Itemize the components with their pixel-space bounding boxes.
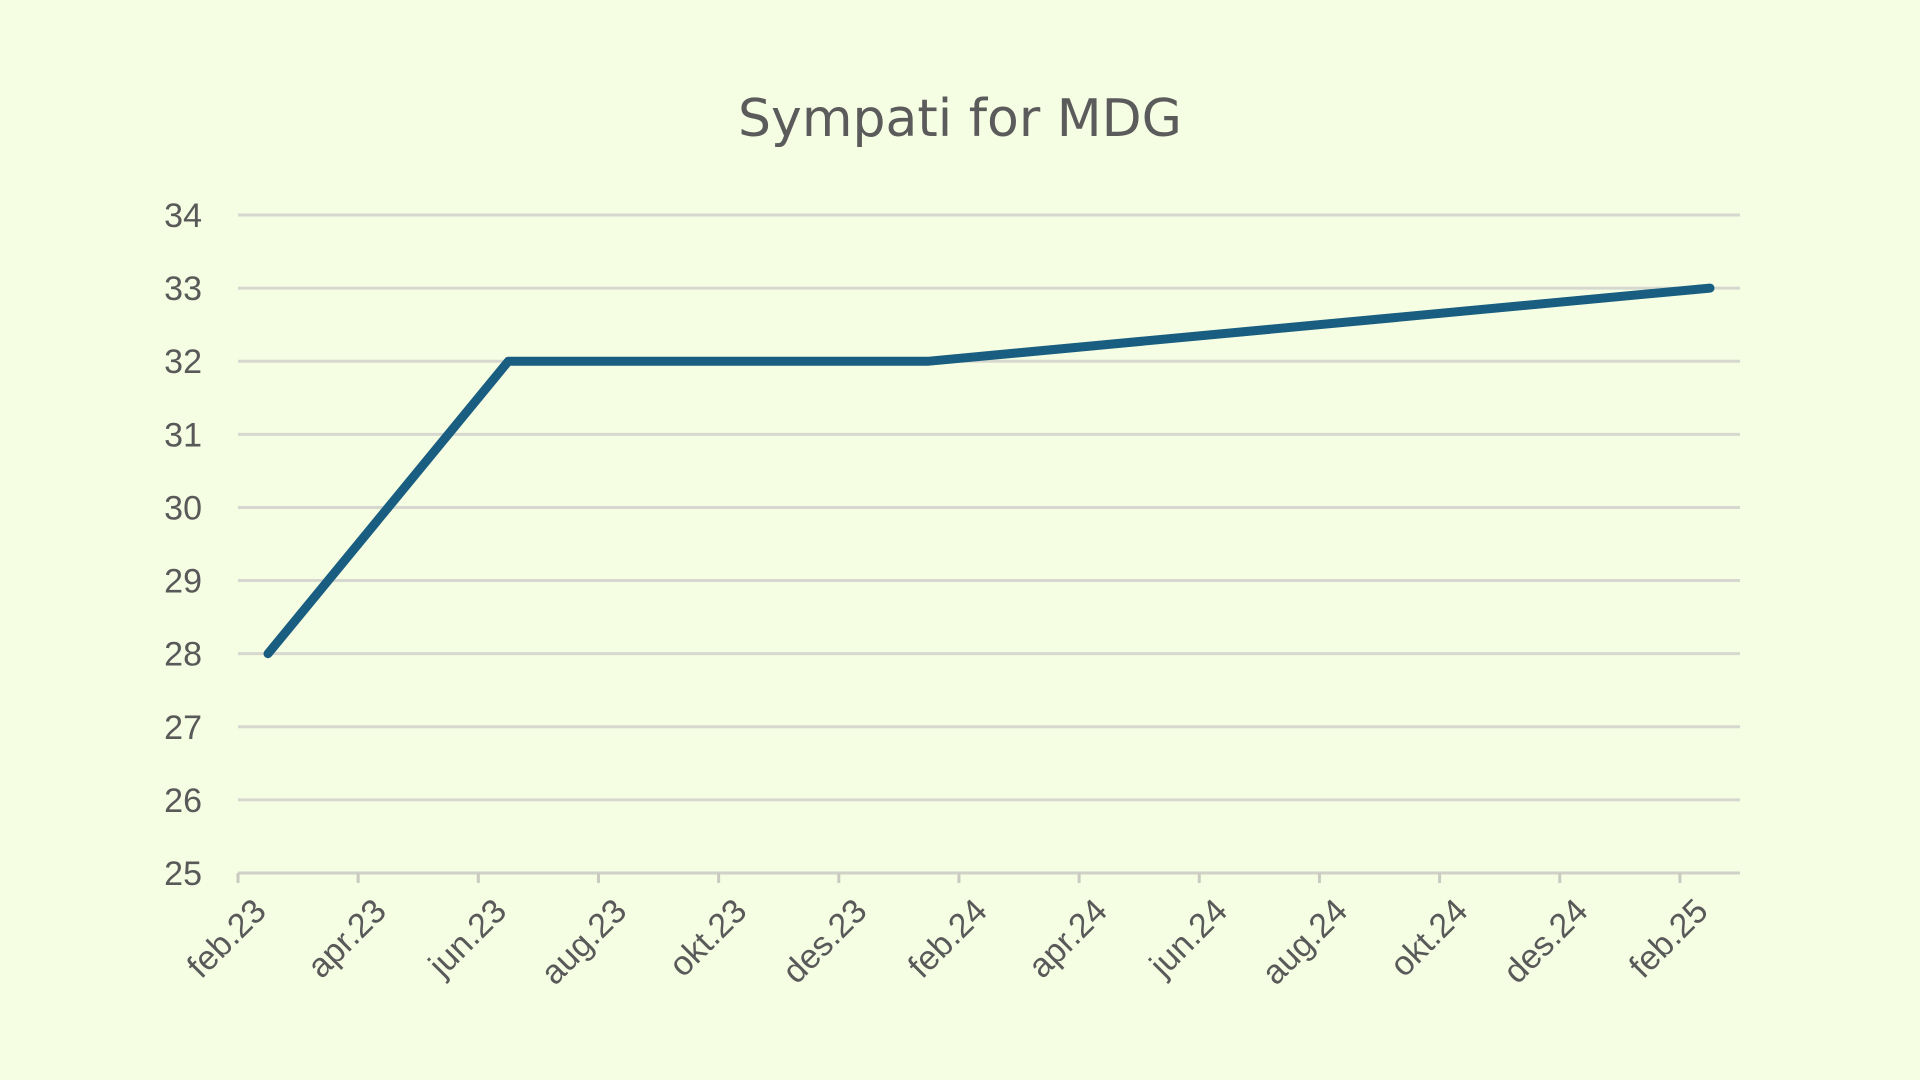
x-tick-labels: feb.23 apr.23 jun.23 aug.23 okt.23 des.23 feb.… bbox=[180, 892, 1716, 992]
x-tick-label: jun.24 bbox=[1142, 892, 1235, 985]
series-lines bbox=[263, 283, 1715, 659]
x-tick-label: jun.23 bbox=[421, 892, 514, 985]
chart-title: Sympati for MDG bbox=[738, 89, 1182, 149]
x-tick-label: apr.24 bbox=[1021, 892, 1115, 986]
series-line-0 bbox=[263, 283, 1715, 659]
x-tick-label: okt.24 bbox=[1383, 892, 1475, 984]
y-tick-label: 28 bbox=[164, 636, 202, 674]
y-tick-label: 27 bbox=[164, 709, 202, 747]
x-tick-label: feb.24 bbox=[901, 892, 995, 986]
x-tick-label: des.23 bbox=[775, 892, 874, 991]
y-tick-labels: 25 26 27 28 29 30 31 32 33 34 bbox=[164, 197, 202, 893]
x-tick-label: des.24 bbox=[1496, 892, 1595, 991]
grid-lines bbox=[238, 213, 1740, 802]
y-tick-label: 30 bbox=[164, 489, 202, 527]
y-tick-label: 34 bbox=[164, 197, 202, 235]
y-tick-label: 25 bbox=[164, 855, 202, 893]
x-tick-label: feb.25 bbox=[1622, 892, 1716, 986]
x-tick-label: aug.24 bbox=[1255, 892, 1355, 992]
y-tick-label: 32 bbox=[164, 343, 202, 381]
y-tick-label: 29 bbox=[164, 563, 202, 601]
x-tick-label: feb.23 bbox=[180, 892, 274, 986]
x-axis bbox=[236, 871, 1740, 883]
y-tick-label: 26 bbox=[164, 782, 202, 820]
x-tick-label: okt.23 bbox=[662, 892, 754, 984]
x-tick-label: apr.23 bbox=[300, 892, 394, 986]
x-tick-label: aug.23 bbox=[534, 892, 634, 992]
y-tick-label: 31 bbox=[164, 416, 202, 454]
y-tick-label: 33 bbox=[164, 270, 202, 308]
